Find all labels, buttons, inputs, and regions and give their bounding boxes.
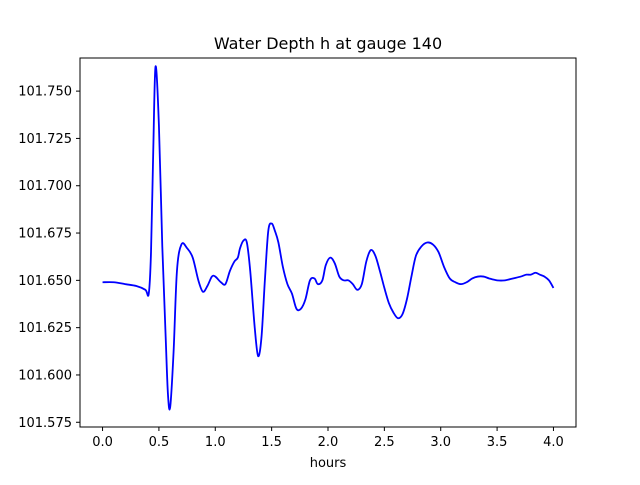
- x-tick-label: 3.5: [487, 435, 508, 450]
- x-tick-label: 3.0: [430, 435, 451, 450]
- series-layer: [102, 65, 555, 411]
- y-tick-label: 101.700: [18, 179, 72, 194]
- x-tick-label: 0.0: [92, 435, 113, 450]
- x-tick-label: 1.0: [205, 435, 226, 450]
- y-tick-label: 101.725: [18, 132, 72, 147]
- y-tick-label: 101.650: [18, 274, 72, 289]
- plot-frame: [79, 57, 577, 428]
- x-tick-label: 0.5: [149, 435, 170, 450]
- y-tick-label: 101.625: [18, 321, 72, 336]
- x-tick-label: 1.5: [261, 435, 282, 450]
- x-tick-label: 2.5: [374, 435, 395, 450]
- x-axis-label: hours: [310, 456, 347, 471]
- x-tick-label: 4.0: [543, 435, 564, 450]
- y-axis-ticks: 101.575 101.600 101.625 101.650 101.675 101.7…: [18, 85, 80, 431]
- y-tick-label: 101.750: [18, 85, 72, 100]
- x-axis-ticks: 0.0 0.5 1.0 1.5 2.0 2.5 3.0 3.5 4.0: [92, 427, 564, 450]
- y-tick-label: 101.675: [18, 227, 72, 242]
- series-line-0: [102, 65, 555, 411]
- x-tick-label: 2.0: [318, 435, 339, 450]
- chart-title: Water Depth h at gauge 140: [214, 34, 442, 53]
- y-tick-label: 101.600: [18, 368, 72, 383]
- y-tick-label: 101.575: [18, 416, 72, 431]
